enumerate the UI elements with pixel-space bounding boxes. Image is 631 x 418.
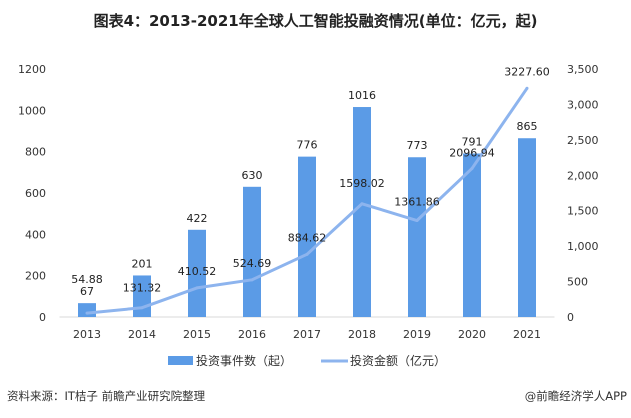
- line-data-label: 410.52: [178, 265, 217, 278]
- left-tick-label: 1200: [18, 63, 46, 76]
- line-point: [305, 252, 309, 256]
- legend-line-label: 投资金额（亿元）: [350, 353, 446, 368]
- chart-plot: 0 200 400 600 800 1000 1200 0 500 1,000 1,500 2,000…: [18, 63, 599, 368]
- brand-credit: @前瞻经济学人APP: [524, 389, 627, 403]
- right-tick-label: 3,000: [567, 98, 599, 111]
- line-data-label: 884.62: [288, 231, 327, 244]
- bar: [353, 107, 371, 317]
- x-tick-label: 2017: [293, 328, 321, 341]
- line-data-label: 524.69: [233, 257, 272, 270]
- bar-data-label: 201: [132, 257, 153, 270]
- line-data-label: 1361.86: [394, 196, 440, 209]
- x-tick-label: 2015: [183, 328, 211, 341]
- right-tick-label: 2,500: [567, 134, 599, 147]
- line-data-label: 54.88: [71, 273, 103, 286]
- bar-data-label: 422: [187, 212, 208, 225]
- bar: [298, 156, 316, 317]
- bar: [78, 303, 96, 317]
- bar: [463, 153, 481, 317]
- bar-data-label: 630: [242, 169, 263, 182]
- line-point: [140, 306, 144, 310]
- left-tick-label: 1000: [18, 104, 46, 117]
- left-tick-label: 400: [25, 228, 46, 241]
- line-data-label: 3227.60: [504, 65, 550, 78]
- line-data-label: 1598.02: [339, 177, 385, 190]
- chart-title: 图表4：2013-2021年全球人工智能投融资情况(单位：亿元，起): [93, 12, 538, 30]
- line-point: [250, 278, 254, 282]
- legend-bar-label: 投资事件数（起）: [196, 353, 292, 368]
- line-data-label: 2096.94: [449, 146, 495, 159]
- right-tick-label: 500: [567, 276, 588, 289]
- right-tick-label: 0: [567, 311, 574, 324]
- x-tick-label: 2019: [403, 328, 431, 341]
- x-tick-label: 2014: [128, 328, 156, 341]
- legend-bar-swatch: [168, 356, 193, 365]
- bar: [408, 157, 426, 317]
- bar-data-label: 67: [80, 285, 94, 298]
- line-data-label: 131.32: [123, 282, 162, 295]
- bar: [518, 138, 536, 317]
- left-tick-label: 200: [25, 270, 46, 283]
- x-tick-label: 2021: [513, 328, 541, 341]
- right-tick-label: 3,500: [567, 63, 599, 76]
- bar-data-label: 773: [407, 139, 428, 152]
- line-point: [470, 166, 474, 170]
- right-tick-label: 2,000: [567, 169, 599, 182]
- x-tick-label: 2013: [73, 328, 101, 341]
- line-point: [360, 202, 364, 206]
- line-point: [85, 311, 89, 315]
- bar-data-label: 776: [297, 139, 318, 152]
- bar: [188, 229, 206, 317]
- left-tick-label: 0: [39, 311, 46, 324]
- bar-data-label: 1016: [348, 89, 376, 102]
- bar-data-label: 865: [517, 120, 538, 133]
- left-tick-label: 600: [25, 187, 46, 200]
- line-point: [415, 219, 419, 223]
- bar: [243, 186, 261, 317]
- source-note: 资料来源：IT桔子 前瞻产业研究院整理: [7, 389, 206, 403]
- line-point: [195, 286, 199, 290]
- right-tick-label: 1,000: [567, 240, 599, 253]
- left-tick-label: 800: [25, 146, 46, 159]
- bar-data-label: 791: [462, 136, 483, 149]
- x-tick-label: 2018: [348, 328, 376, 341]
- x-tick-label: 2020: [458, 328, 486, 341]
- right-tick-label: 1,500: [567, 205, 599, 218]
- x-tick-label: 2016: [238, 328, 266, 341]
- line-point: [525, 86, 529, 90]
